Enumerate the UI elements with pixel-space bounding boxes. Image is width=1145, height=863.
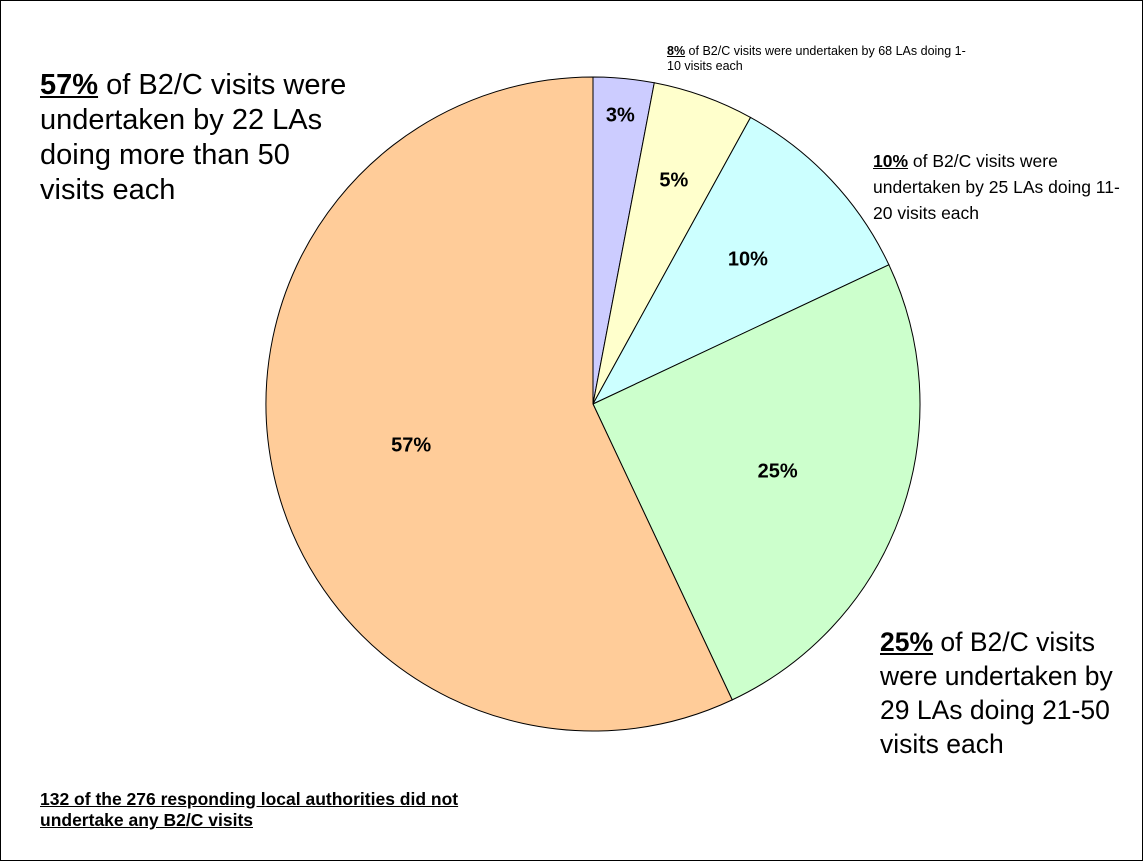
pie-slice-25 — [592, 264, 921, 701]
annotation-8: 8% of B2/C visits were undertaken by 68 … — [667, 44, 967, 74]
pie-slice-10 — [591, 116, 890, 406]
annotation-8-text: of B2/C visits were undertaken by 68 LAs… — [667, 44, 966, 73]
annotation-10-pct: 10% — [873, 151, 909, 171]
slice-label-5: 5% — [659, 169, 688, 191]
slice-label-3: 3% — [606, 104, 635, 126]
annotation-8-pct: 8% — [667, 44, 686, 58]
annotation-10: 10% of B2/C visits were undertaken by 25… — [873, 148, 1138, 226]
annotation-57-pct: 57% — [40, 69, 99, 101]
annotation-25: 25% of B2/C visits were undertaken by 29… — [880, 625, 1140, 761]
annotation-25-text: of B2/C visits were undertaken by 29 LAs… — [880, 627, 1113, 759]
annotation-10-text: of B2/C visits were undertaken by 25 LAs… — [873, 151, 1120, 223]
annotation-57-text: of B2/C visits were undertaken by 22 LAs… — [40, 69, 347, 206]
slice-label-57: 57% — [391, 435, 431, 457]
footnote: 132 of the 276 responding local authorit… — [40, 789, 459, 830]
annotation-25-pct: 25% — [880, 627, 934, 657]
slice-label-25: 25% — [758, 460, 798, 482]
slice-label-10: 10% — [728, 248, 768, 270]
annotation-57: 57% of B2/C visits were undertaken by 22… — [40, 68, 360, 208]
pie-slice-57 — [265, 76, 733, 732]
